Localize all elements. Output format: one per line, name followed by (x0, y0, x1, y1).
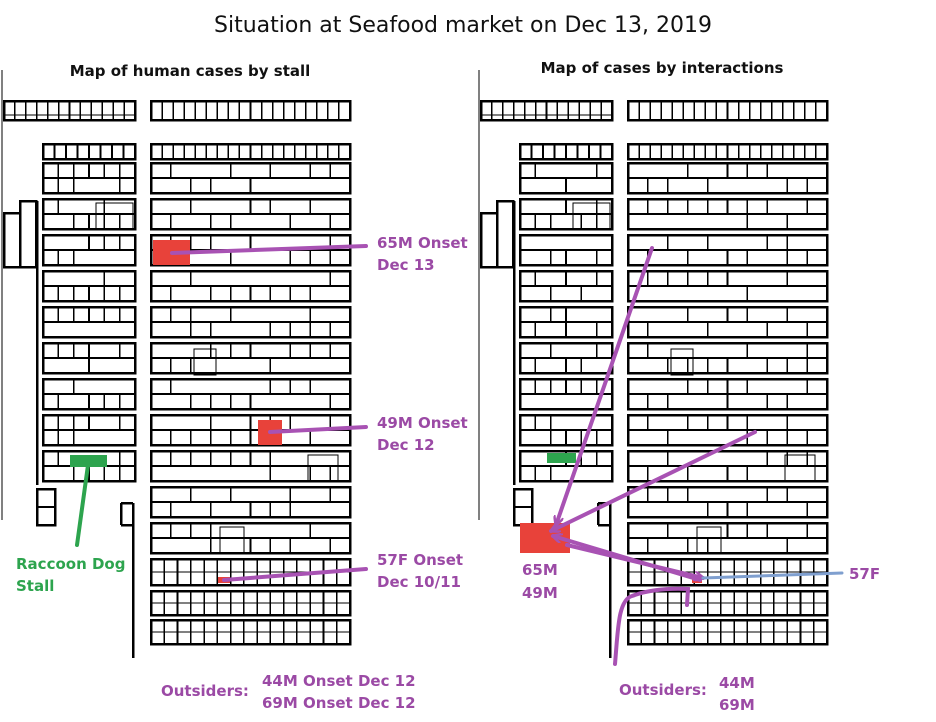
right-outsider-69m: 69M (719, 696, 755, 714)
right-raccoon-stall (547, 453, 576, 463)
line-57f (701, 571, 844, 580)
left-case-lines (170, 244, 368, 582)
stall-block (572, 202, 611, 230)
figure-title: Situation at Seafood market on Dec 13, 2… (214, 13, 712, 38)
left-map-subtitle: Map of human cases by stall (70, 62, 311, 80)
right-outsider-44m: 44M (719, 674, 755, 692)
right-case-57f: 57F (849, 565, 880, 583)
raccoon-label-line2: Stall (16, 577, 54, 595)
raccoon-dog-stall (70, 455, 107, 467)
stall-block (95, 202, 134, 230)
case-49m-line2: Dec 12 (377, 436, 435, 454)
left-outsider-69m: 69M Onset Dec 12 (262, 694, 416, 712)
raccoon-label-line1: Raccoon Dog (16, 555, 125, 573)
case-65m-line1: 65M Onset (377, 234, 468, 252)
cluster-label-49m: 49M (522, 584, 558, 602)
stall-block (193, 348, 217, 376)
stall-block (307, 454, 339, 482)
case-57f-line2: Dec 10/11 (377, 573, 461, 591)
stall-block (479, 211, 499, 269)
interaction-arrows (551, 246, 757, 666)
left-outsiders-label: Outsiders: (161, 682, 249, 700)
case-49m-line1: 49M Onset (377, 414, 468, 432)
cluster-label-65m: 65M (522, 561, 558, 579)
case-65m-line2: Dec 13 (377, 256, 435, 274)
stall-block (495, 199, 515, 269)
right-outsiders-label: Outsiders: (619, 681, 707, 699)
stall-block (18, 199, 38, 269)
stall-block (784, 454, 816, 482)
left-outsider-44m: 44M Onset Dec 12 (262, 672, 416, 690)
right-map-subtitle: Map of cases by interactions (541, 59, 784, 77)
left-market-map (1, 70, 352, 658)
stall-block (670, 348, 694, 376)
stall-block (2, 211, 22, 269)
stall-block (219, 526, 245, 554)
case-57f-line1: 57F Onset (377, 551, 463, 569)
stall-block (696, 526, 722, 554)
raccoon-pointer-line (75, 463, 90, 547)
